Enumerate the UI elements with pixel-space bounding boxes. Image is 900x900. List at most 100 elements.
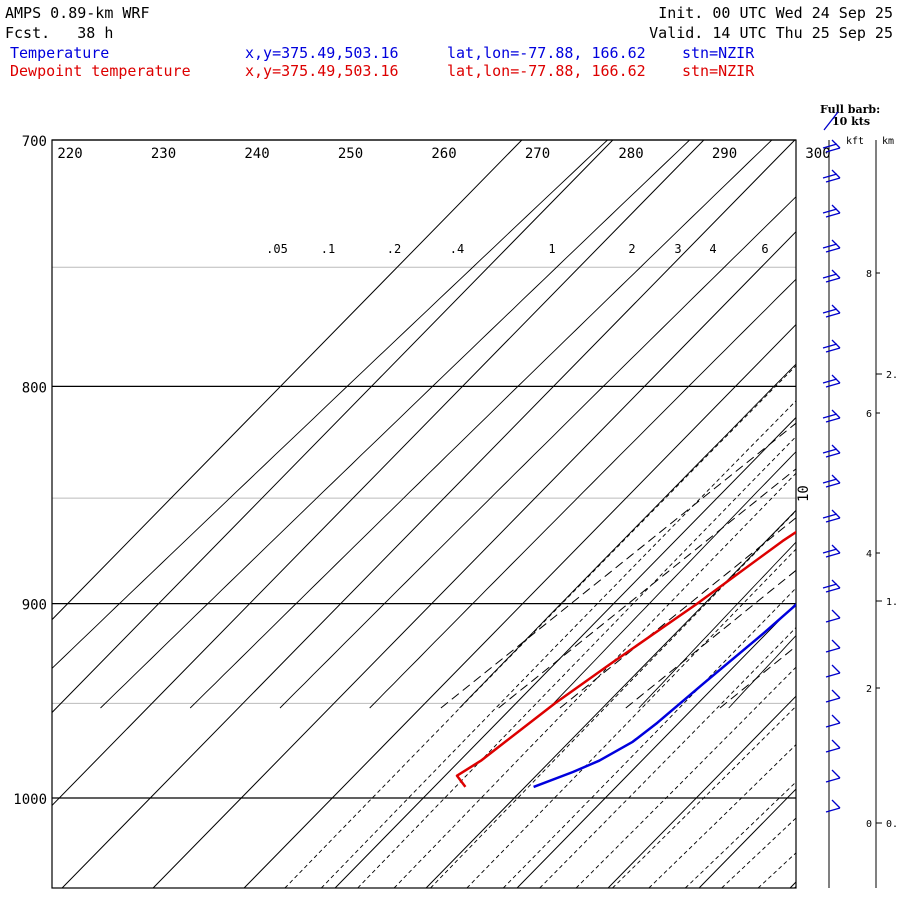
mixing-ratio-line: [845, 140, 900, 708]
pressure-label: 700: [22, 134, 47, 150]
temperature-legend-xy: x,y=375.49,503.16: [245, 44, 399, 62]
kft-label: kft: [846, 136, 864, 147]
km-label: km: [882, 136, 894, 147]
dry-adiabat-line: [548, 451, 796, 709]
forecast-hour: Fcst. 38 h: [5, 24, 113, 42]
wind-barb: [822, 239, 841, 253]
wind-barb: [822, 304, 841, 318]
mixing-ratio-label: .1: [321, 242, 335, 256]
theta-label: 300: [805, 146, 830, 162]
pressure-axis-labels: 700 800 900 1000: [13, 134, 47, 808]
mixing-ratio-label: .2: [387, 242, 401, 256]
mixing-ratio-line: [797, 140, 900, 708]
isotherm-line: [52, 140, 614, 714]
moist-adiabat-line: [539, 626, 796, 888]
minor-isobars: [52, 266, 796, 704]
init-time: Init. 00 UTC Wed 24 Sep 25: [658, 4, 893, 22]
isotherm-line: [607, 695, 796, 888]
isotherm-line: [425, 509, 796, 888]
dewpoint-legend-label: Dewpoint temperature: [10, 62, 191, 80]
wind-barb: [822, 474, 841, 488]
wind-barb: [822, 339, 841, 353]
mixing-ratio-label: .4: [450, 242, 464, 256]
mixing-ratio-line: [440, 422, 796, 709]
wind-barb: [822, 269, 841, 283]
isotherm-line: [789, 881, 796, 888]
dewpoint-legend-station: stn=NZIR: [682, 62, 755, 80]
moist-adiabat-line: [867, 140, 900, 888]
theta-label: 260: [431, 146, 456, 162]
theta-label: 280: [618, 146, 643, 162]
barb-legend-sample: [823, 111, 839, 131]
dry-adiabat-line: [818, 140, 900, 708]
moist-adiabat-line: [612, 705, 796, 888]
kft-tick-label: 8: [866, 269, 872, 280]
mixing-ratio-line: [559, 517, 796, 709]
isotherm-line: [881, 140, 900, 888]
mixing-ratio-labels: .05 .1 .2 .4 1 2 3 4 6: [266, 242, 768, 256]
dry-adiabat-line: [189, 140, 773, 709]
isotherm-line: [334, 416, 796, 888]
km-tick-label: 1.: [886, 597, 898, 608]
wind-barb: [822, 579, 841, 593]
theta-label: 240: [244, 146, 269, 162]
wind-barb: [822, 544, 841, 558]
wind-barb: [825, 664, 841, 678]
wind-barb: [825, 799, 841, 813]
dry-adiabat-line: [728, 634, 796, 709]
kft-tick-label: 2: [866, 684, 872, 695]
km-tick-label: 0.: [886, 819, 898, 830]
kft-tick-label: 6: [866, 409, 872, 420]
moist-adiabat-line: [575, 666, 796, 888]
mixing-ratio-label: 1: [548, 242, 555, 256]
sounding-profiles: [455, 530, 796, 789]
moist-adiabat-line: [721, 817, 796, 888]
plot-frame: [51, 139, 797, 889]
mixing-ratio-line: [719, 645, 796, 709]
dry-adiabat-line: [279, 196, 796, 709]
temperature-legend-station: stn=NZIR: [682, 44, 755, 62]
temperature-legend-label: Temperature: [10, 44, 109, 62]
temperature-profile-line: [533, 603, 796, 789]
moist-adiabat-line: [430, 510, 796, 888]
moist-adiabat-line: [466, 548, 796, 888]
moist-adiabat-line: [794, 886, 796, 888]
wind-barb: [825, 639, 841, 653]
dewpoint-profile-line: [455, 530, 796, 788]
moist-adiabat-line: [393, 472, 796, 888]
mixing-ratio-label: 6: [761, 242, 768, 256]
theta-labels: 220 230 240 250 260 270 280 290 300: [57, 146, 830, 162]
mixing-ratio-line: [625, 569, 796, 709]
kft-tick-label: 4: [866, 549, 872, 560]
model-title: AMPS 0.89-km WRF: [5, 4, 150, 22]
wind-barb: [825, 609, 841, 623]
isotherm-line: [52, 140, 523, 621]
moist-adiabat-line: [502, 587, 796, 888]
moist-adiabat-line: [648, 744, 796, 888]
dry-adiabat-line: [52, 140, 608, 669]
wind-barb: [825, 739, 841, 753]
mixing-ratio-lines: [440, 140, 900, 709]
mixing-ratio-label: 2: [628, 242, 635, 256]
dry-adiabat-line: [100, 140, 690, 709]
isotherm-line: [243, 323, 796, 888]
wind-barbs: [822, 139, 841, 813]
mixing-ratio-line: [881, 140, 900, 708]
isotherm-line: [698, 788, 796, 888]
theta-label: 270: [525, 146, 550, 162]
theta-label: 230: [151, 146, 176, 162]
moist-adiabat-line: [284, 364, 796, 888]
dewpoint-legend-latlon: lat,lon=-77.88, 166.62: [447, 62, 646, 80]
pressure-label: 1000: [13, 792, 47, 808]
wind-barb: [825, 769, 841, 783]
wind-barb: [825, 689, 841, 703]
dry-adiabat-line: [638, 541, 796, 709]
wind-barb: [822, 169, 841, 183]
wind-barb: [822, 409, 841, 423]
isotherm-line: [516, 602, 796, 888]
kft-tick-label: 0: [866, 819, 872, 830]
moist-adiabat-line: [831, 140, 900, 888]
height-ticks: 8 6 4 2 0 2. 1. 0.: [866, 269, 898, 830]
moist-adiabats: [284, 140, 900, 888]
